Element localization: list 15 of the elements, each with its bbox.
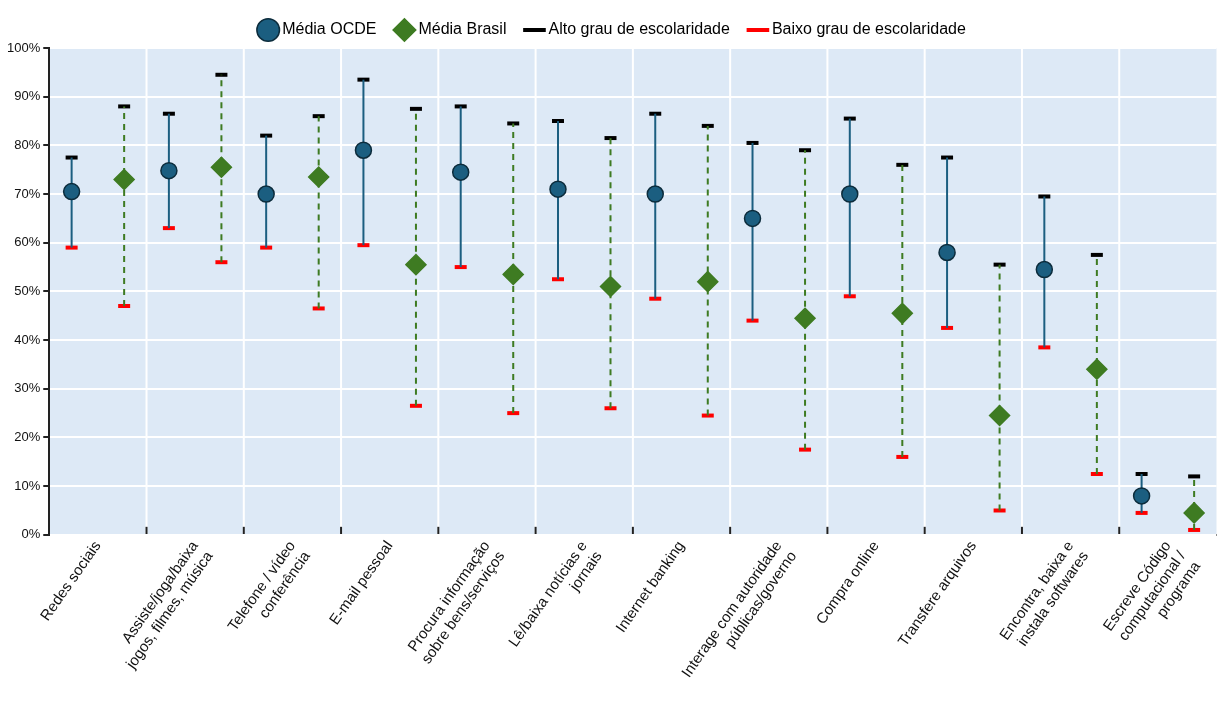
y-tick-label: 10%	[14, 477, 41, 493]
y-tick-label: 20%	[14, 429, 41, 445]
legend-label: Baixo grau de escolaridade	[771, 20, 966, 38]
y-tick-label: 0%	[21, 526, 41, 542]
y-tick-label: 40%	[14, 331, 41, 347]
y-tick-label: 80%	[14, 136, 41, 152]
y-tick-label: 100%	[7, 39, 41, 55]
y-tick-label: 90%	[14, 88, 41, 104]
legend-label: Média Brasil	[418, 20, 507, 38]
y-tick-label: 30%	[14, 380, 41, 396]
y-tick-label: 60%	[14, 234, 41, 250]
y-tick-label: 70%	[14, 185, 41, 201]
legend-label: Média OCDE	[282, 20, 377, 38]
legend-label: Alto grau de escolaridade	[548, 20, 731, 38]
y-tick-label: 50%	[14, 282, 41, 298]
